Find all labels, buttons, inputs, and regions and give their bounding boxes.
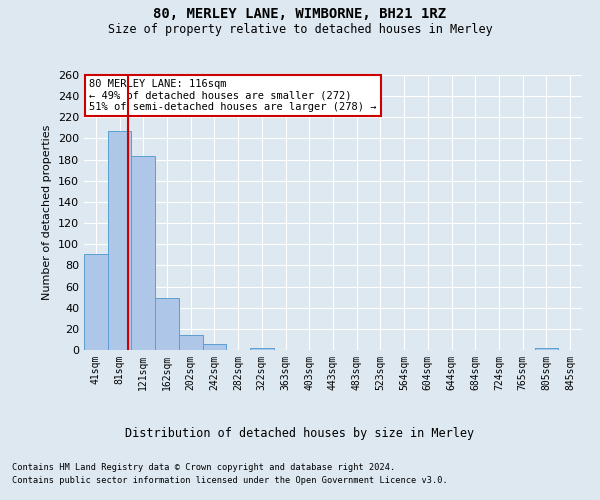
Text: Contains HM Land Registry data © Crown copyright and database right 2024.: Contains HM Land Registry data © Crown c… [12,462,395,471]
Bar [250,348,274,350]
Bar [108,131,131,350]
Bar [84,254,108,350]
Bar [535,348,558,350]
Bar [131,156,155,350]
Bar [155,298,179,350]
Text: Contains public sector information licensed under the Open Government Licence v3: Contains public sector information licen… [12,476,448,485]
Y-axis label: Number of detached properties: Number of detached properties [43,125,52,300]
Bar [179,335,203,350]
Bar [203,344,226,350]
Text: Distribution of detached houses by size in Merley: Distribution of detached houses by size … [125,428,475,440]
Text: Size of property relative to detached houses in Merley: Size of property relative to detached ho… [107,22,493,36]
Text: 80, MERLEY LANE, WIMBORNE, BH21 1RZ: 80, MERLEY LANE, WIMBORNE, BH21 1RZ [154,8,446,22]
Text: 80 MERLEY LANE: 116sqm
← 49% of detached houses are smaller (272)
51% of semi-de: 80 MERLEY LANE: 116sqm ← 49% of detached… [89,79,376,112]
